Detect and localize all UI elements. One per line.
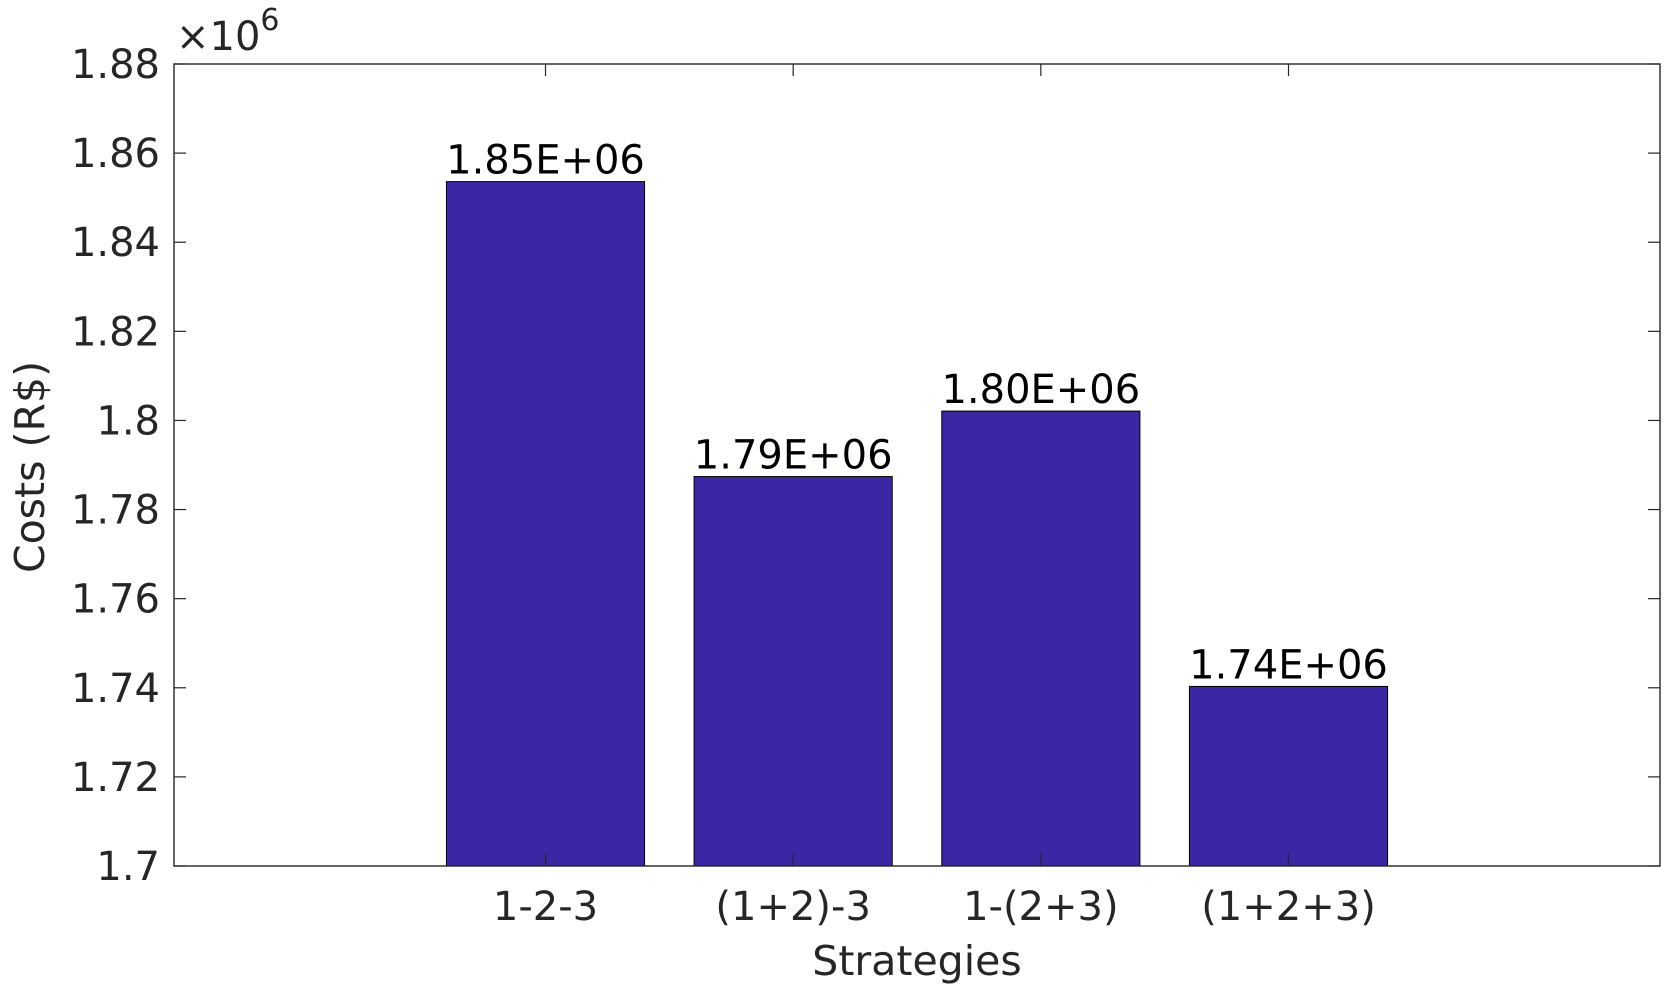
bar-1 bbox=[445, 181, 646, 867]
y-axis-title: Costs (R$) bbox=[6, 361, 54, 573]
y-tick-label-4: 1.76 bbox=[71, 577, 160, 623]
y-tick-label-8: 1.84 bbox=[71, 220, 160, 266]
y-tick-label-5: 1.78 bbox=[71, 488, 160, 534]
bars-layer bbox=[445, 181, 1389, 867]
y-tick-label-1: 1.7 bbox=[96, 844, 160, 890]
bar-4 bbox=[1188, 685, 1389, 867]
bar-2 bbox=[693, 476, 893, 867]
y-tick-label-9: 1.86 bbox=[71, 131, 160, 177]
bar-value-label-1: 1.85E+06 bbox=[446, 138, 645, 184]
axes-frame bbox=[173, 63, 1661, 867]
x-tick-label-1: 1-2-3 bbox=[493, 884, 598, 930]
x-tick-label-4: (1+2+3) bbox=[1201, 884, 1376, 930]
x-tick-label-3: 1-(2+3) bbox=[963, 884, 1119, 930]
y-tick-label-7: 1.82 bbox=[71, 309, 160, 355]
x-tick-label-2: (1+2)-3 bbox=[715, 884, 871, 930]
y-axis-exponent-power: 6 bbox=[260, 3, 279, 38]
labels-layer: 1.85E+06 1-2-3 1.79E+06 (1+2)-3 1.80E+06 1-(2… bbox=[71, 42, 1388, 930]
x-axis-title: Strategies bbox=[812, 937, 1021, 985]
y-tick-label-2: 1.72 bbox=[71, 755, 160, 801]
bar-value-label-2: 1.79E+06 bbox=[694, 433, 893, 479]
ticks-layer bbox=[174, 63, 1660, 867]
bar-value-label-3: 1.80E+06 bbox=[941, 367, 1140, 413]
y-axis-exponent: ×106 bbox=[176, 3, 280, 60]
y-tick-label-3: 1.74 bbox=[71, 666, 160, 712]
y-tick-label-6: 1.8 bbox=[96, 398, 160, 444]
y-axis-exponent-base: ×10 bbox=[176, 14, 260, 60]
y-tick-label-10: 1.88 bbox=[71, 42, 160, 88]
plot-area-border bbox=[173, 63, 1661, 867]
bar-3 bbox=[941, 410, 1141, 867]
bar-value-label-4: 1.74E+06 bbox=[1189, 642, 1388, 688]
